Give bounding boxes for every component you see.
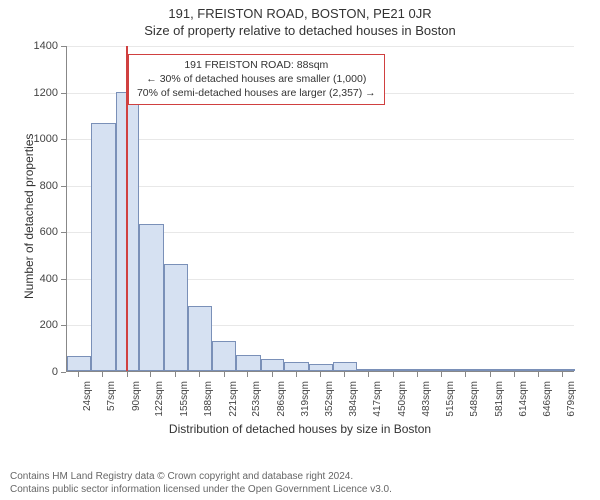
histogram-bar xyxy=(357,369,381,371)
chart-title-line2: Size of property relative to detached ho… xyxy=(10,23,590,38)
legend-line3: 70% of semi-detached houses are larger (… xyxy=(137,86,376,100)
xtick-label: 679sqm xyxy=(566,381,577,417)
xtick-label: 483sqm xyxy=(421,381,432,417)
xtick-mark xyxy=(78,372,79,377)
xtick-label: 90sqm xyxy=(131,381,142,411)
histogram-bar xyxy=(139,224,163,371)
xtick-mark xyxy=(199,372,200,377)
ytick-label: 0 xyxy=(10,366,58,378)
xtick-label: 417sqm xyxy=(372,381,383,417)
xtick-mark xyxy=(102,372,103,377)
histogram-bar xyxy=(430,369,454,371)
histogram-bar xyxy=(261,359,285,371)
ytick-label: 200 xyxy=(10,319,58,331)
property-size-chart-container: 191, FREISTON ROAD, BOSTON, PE21 0JR Siz… xyxy=(0,0,600,500)
ytick-label: 400 xyxy=(10,273,58,285)
ytick-mark xyxy=(61,139,66,140)
footer-line2: Contains public sector information licen… xyxy=(10,483,392,496)
ytick-mark xyxy=(61,93,66,94)
legend-line2: ← 30% of detached houses are smaller (1,… xyxy=(137,72,376,86)
xtick-mark xyxy=(441,372,442,377)
xtick-label: 515sqm xyxy=(445,381,456,417)
ytick-label: 1400 xyxy=(10,40,58,52)
xtick-label: 646sqm xyxy=(542,381,553,417)
x-axis-label: Distribution of detached houses by size … xyxy=(10,422,590,436)
histogram-bar xyxy=(236,355,260,371)
legend-box: 191 FREISTON ROAD: 88sqm ← 30% of detach… xyxy=(128,54,385,105)
xtick-mark xyxy=(224,372,225,377)
xtick-label: 384sqm xyxy=(348,381,359,417)
histogram-bar xyxy=(478,369,502,371)
xtick-mark xyxy=(393,372,394,377)
plot-area: 191 FREISTON ROAD: 88sqm ← 30% of detach… xyxy=(66,46,574,372)
xtick-mark xyxy=(175,372,176,377)
histogram-bar xyxy=(406,369,430,371)
ytick-label: 600 xyxy=(10,226,58,238)
xtick-label: 319sqm xyxy=(300,381,311,417)
ytick-mark xyxy=(61,232,66,233)
xtick-label: 352sqm xyxy=(324,381,335,417)
ytick-mark xyxy=(61,372,66,373)
histogram-bar xyxy=(212,341,236,371)
histogram-bar xyxy=(381,369,405,371)
xtick-label: 286sqm xyxy=(276,381,287,417)
xtick-mark xyxy=(490,372,491,377)
xtick-label: 450sqm xyxy=(397,381,408,417)
xtick-mark xyxy=(465,372,466,377)
ytick-mark xyxy=(61,279,66,280)
histogram-bar xyxy=(91,123,115,371)
chart-title-line1: 191, FREISTON ROAD, BOSTON, PE21 0JR xyxy=(10,6,590,21)
ytick-label: 1000 xyxy=(10,133,58,145)
xtick-label: 122sqm xyxy=(154,381,165,417)
xtick-label: 221sqm xyxy=(228,381,239,417)
histogram-bar xyxy=(67,356,91,371)
legend-line1: 191 FREISTON ROAD: 88sqm xyxy=(137,58,376,72)
xtick-mark xyxy=(344,372,345,377)
xtick-label: 188sqm xyxy=(203,381,214,417)
xtick-mark xyxy=(368,372,369,377)
histogram-bar xyxy=(309,364,333,371)
ytick-mark xyxy=(61,186,66,187)
xtick-label: 614sqm xyxy=(518,381,529,417)
xtick-label: 24sqm xyxy=(82,381,93,411)
xtick-label: 253sqm xyxy=(251,381,262,417)
ytick-mark xyxy=(61,325,66,326)
histogram-bar xyxy=(333,362,357,371)
xtick-mark xyxy=(247,372,248,377)
histogram-bar xyxy=(164,264,188,371)
xtick-mark xyxy=(562,372,563,377)
ytick-label: 800 xyxy=(10,180,58,192)
histogram-bar xyxy=(527,369,551,371)
xtick-mark xyxy=(150,372,151,377)
xtick-mark xyxy=(417,372,418,377)
histogram-bar xyxy=(188,306,212,371)
xtick-mark xyxy=(127,372,128,377)
chart-area: Number of detached properties 191 FREIST… xyxy=(10,42,590,432)
histogram-bar xyxy=(551,369,575,371)
ytick-label: 1200 xyxy=(10,87,58,99)
histogram-bar xyxy=(454,369,478,371)
xtick-label: 581sqm xyxy=(494,381,505,417)
xtick-mark xyxy=(320,372,321,377)
histogram-bar xyxy=(284,362,308,371)
ytick-mark xyxy=(61,46,66,47)
xtick-label: 57sqm xyxy=(106,381,117,411)
xtick-mark xyxy=(296,372,297,377)
xtick-label: 548sqm xyxy=(469,381,480,417)
xtick-label: 155sqm xyxy=(179,381,190,417)
xtick-mark xyxy=(538,372,539,377)
xtick-mark xyxy=(272,372,273,377)
xtick-mark xyxy=(514,372,515,377)
footer-attribution: Contains HM Land Registry data © Crown c… xyxy=(10,470,392,496)
histogram-bar xyxy=(503,369,527,371)
footer-line1: Contains HM Land Registry data © Crown c… xyxy=(10,470,392,483)
